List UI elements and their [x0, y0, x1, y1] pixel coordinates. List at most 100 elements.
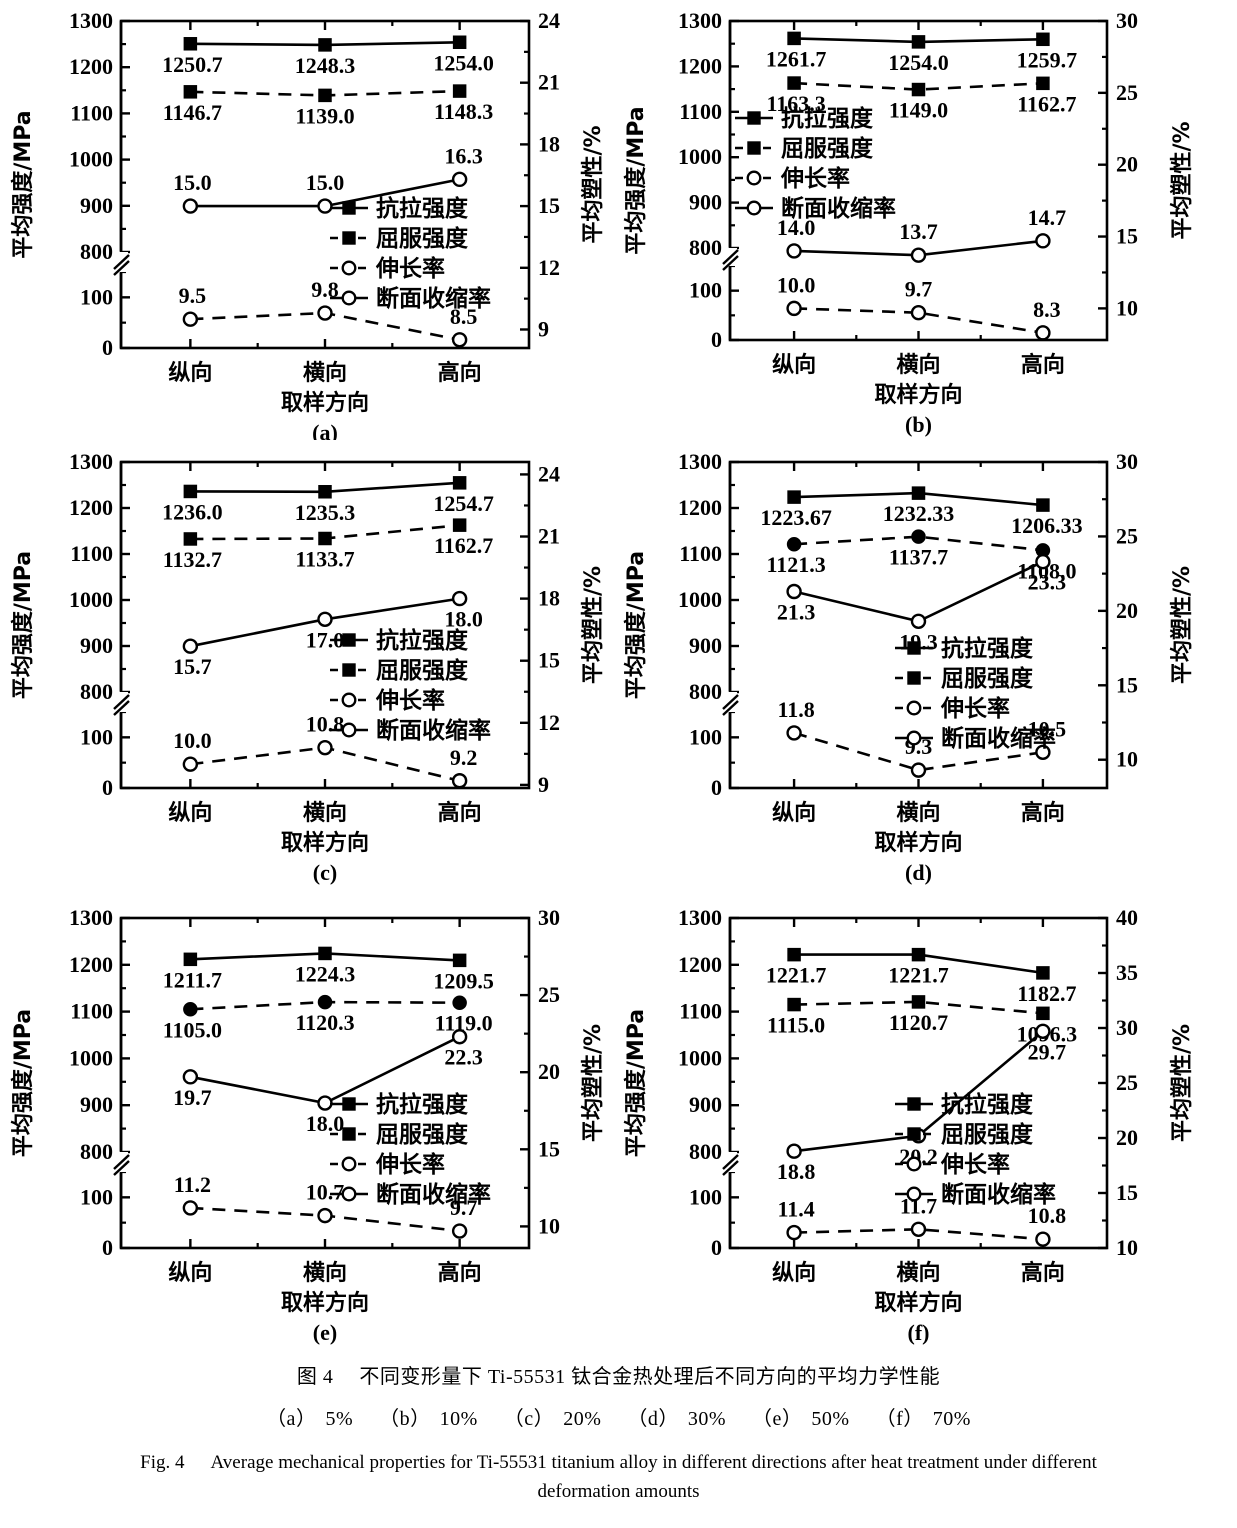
marker-filled-square — [452, 953, 467, 968]
data-point-label: 1121.3 — [766, 552, 825, 577]
series-断面收缩率: 14.0 13.7 14.7 — [777, 205, 1066, 263]
marker-filled-square — [452, 35, 467, 50]
legend-label: 抗拉强度 — [941, 1091, 1034, 1118]
marker-open-circle — [317, 739, 333, 756]
left-axis-tick-label: 800 — [80, 239, 113, 264]
axis-break-slash-icon — [113, 254, 130, 270]
right-axis-tick-label: 20 — [538, 1059, 560, 1084]
marker-filled-circle — [183, 1002, 198, 1017]
x-axis-category-label: 纵向 — [772, 352, 816, 378]
data-point-label: 9.5 — [179, 283, 207, 308]
marker-open-circle — [1035, 744, 1051, 760]
caption-english-text: Average mechanical properties for Ti-555… — [210, 1452, 1097, 1473]
series-line — [794, 81, 1043, 91]
data-point-label: 21.3 — [777, 600, 816, 625]
panel-e: 800 900 1000 1100 1200 1300 0 100 10 15 20 25 30 纵向 横向… — [0, 890, 617, 1345]
caption-subpanel-value: 5% — [325, 1408, 354, 1430]
series-line — [793, 560, 1044, 623]
panel-label: (d) — [905, 860, 932, 885]
left-axis-tick-label: 100 — [80, 724, 113, 749]
right-axis-title: 平均塑性/% — [1169, 121, 1195, 239]
legend-label: 屈服强度 — [941, 665, 1034, 692]
legend-label: 屈服强度 — [376, 1121, 469, 1148]
x-axis-title: 取样方向 — [874, 382, 962, 408]
left-axis-tick-label: 1000 — [69, 147, 113, 172]
data-point-label: 1224.3 — [295, 961, 356, 986]
series-抗拉强度: 1236.0 1235.3 1254.7 — [162, 476, 494, 525]
series-伸长率: 10.0 9.7 8.3 — [777, 272, 1061, 341]
x-axis-category-label: 横向 — [896, 1260, 940, 1286]
marker-filled-square — [318, 531, 332, 546]
data-point-label: 10.8 — [306, 712, 345, 737]
x-axis-category-label: 高向 — [438, 800, 482, 826]
axis-break-slash-icon — [113, 700, 130, 716]
marker-open-circle — [910, 247, 927, 263]
left-axis-tick-label: 900 — [80, 1092, 113, 1117]
legend-marker-filled-square — [907, 1097, 921, 1111]
data-point-label: 16.3 — [444, 143, 483, 168]
data-point-label: 1236.0 — [162, 499, 223, 524]
marker-open-circle — [451, 332, 468, 348]
marker-filled-square — [318, 485, 332, 499]
x-axis-category-label: 纵向 — [168, 1260, 212, 1286]
caption-english-number: Fig. 4 — [140, 1452, 185, 1473]
right-axis-tick-label: 18 — [538, 131, 560, 156]
marker-filled-square — [183, 37, 198, 51]
axis-break-slash-icon — [722, 700, 739, 716]
data-point-label: 9.2 — [450, 745, 478, 770]
right-axis-tick-label: 24 — [538, 8, 560, 33]
marker-open-circle — [182, 756, 199, 772]
legend-marker-filled-square — [342, 231, 356, 245]
right-axis-tick-label: 20 — [1116, 598, 1138, 623]
marker-open-circle — [451, 1029, 468, 1045]
left-axis-tick-label: 1100 — [70, 999, 113, 1024]
right-axis-tick-label: 25 — [538, 982, 560, 1007]
left-axis-tick-label: 1300 — [69, 905, 113, 930]
caption-english-line2: deformation amounts — [537, 1481, 700, 1502]
series-屈服强度: 1132.7 1133.7 1162.7 — [163, 518, 493, 572]
series-line — [794, 1227, 1044, 1241]
legend-marker-filled-square — [907, 671, 921, 685]
data-point-label: 1261.7 — [766, 46, 827, 71]
left-axis-title: 平均强度/MPa — [623, 1009, 649, 1157]
left-axis-tick-label: 1200 — [678, 952, 722, 977]
marker-open-circle — [786, 243, 802, 259]
legend-marker-open-circle — [341, 260, 357, 276]
marker-filled-square — [1036, 1006, 1050, 1021]
data-point-label: 1115.0 — [767, 1013, 825, 1038]
marker-open-circle — [1035, 325, 1051, 341]
marker-open-circle — [182, 1069, 199, 1085]
left-axis-tick-label: 1300 — [678, 8, 722, 33]
data-point-label: 1223.67 — [760, 505, 832, 530]
left-axis-tick-label: 1100 — [679, 541, 722, 566]
caption-subpanel-value: 70% — [932, 1408, 971, 1430]
data-point-label: 1120.3 — [295, 1010, 354, 1035]
legend-label: 断面收缩率 — [376, 285, 491, 312]
legend-marker-open-circle — [906, 1186, 922, 1202]
caption-chinese-number: 图 4 — [296, 1366, 334, 1388]
right-axis-tick-label: 20 — [1116, 152, 1138, 177]
legend-label: 抗拉强度 — [376, 195, 469, 222]
legend-marker-open-circle — [341, 692, 357, 708]
data-point-label: 1206.33 — [1011, 513, 1083, 538]
data-point-label: 1250.7 — [162, 52, 223, 77]
right-axis-title: 平均塑性/% — [580, 1024, 606, 1142]
chart-b: 800 900 1000 1100 1200 1300 0 100 10 15 20 25 30 纵向 横向… — [623, 8, 1195, 437]
data-point-label: 15.0 — [173, 170, 212, 195]
left-axis-tick-label: 1300 — [69, 8, 113, 33]
legend-label: 断面收缩率 — [376, 1181, 491, 1208]
marker-open-circle — [786, 583, 802, 600]
right-axis-tick-label: 12 — [538, 710, 560, 735]
left-axis-tick-label: 1000 — [69, 1045, 113, 1070]
axis-break-slash-icon — [722, 1154, 739, 1170]
right-axis-tick-label: 9 — [538, 316, 549, 341]
data-point-label: 8.5 — [450, 304, 478, 329]
right-axis-tick-label: 35 — [1116, 960, 1138, 985]
panel-b: 800 900 1000 1100 1200 1300 0 100 10 15 20 25 30 纵向 横向… — [617, 0, 1237, 440]
data-point-label: 1162.7 — [434, 533, 493, 558]
legend-label: 伸长率 — [940, 1151, 1010, 1178]
left-axis-title: 平均强度/MPa — [623, 106, 649, 254]
left-axis-tick-label: 1100 — [70, 541, 113, 566]
marker-open-circle — [317, 305, 333, 321]
